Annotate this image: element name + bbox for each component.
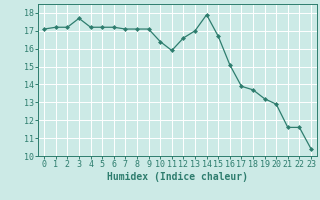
X-axis label: Humidex (Indice chaleur): Humidex (Indice chaleur)	[107, 172, 248, 182]
